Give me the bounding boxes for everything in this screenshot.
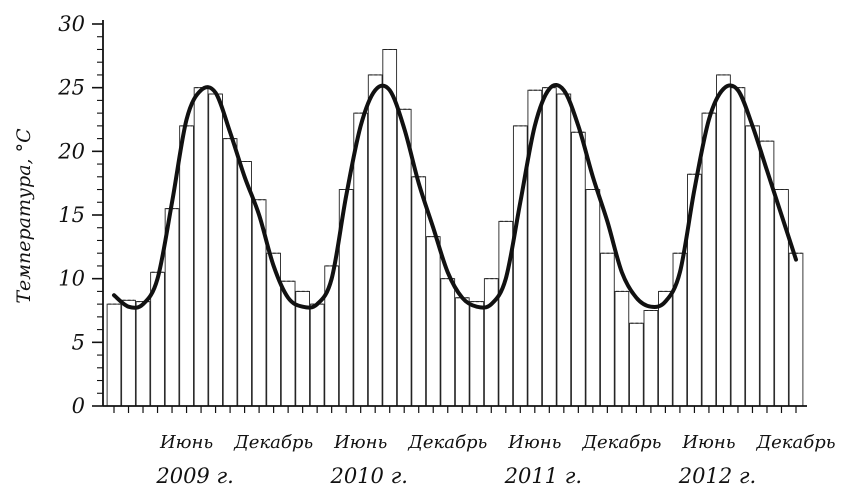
- bar: [541, 87, 557, 407]
- bar: [527, 89, 543, 407]
- bar: [730, 87, 746, 407]
- year-label: 2009 г.: [155, 464, 233, 488]
- axes-group: [92, 20, 807, 413]
- y-tick-label: 15: [58, 203, 85, 227]
- year-label: 2010 г.: [329, 464, 407, 488]
- bar: [425, 236, 441, 407]
- y-tick-label: 25: [57, 76, 85, 100]
- bar: [571, 131, 586, 407]
- bar: [237, 161, 252, 407]
- bar: [106, 303, 122, 407]
- x-tick-label: Июнь: [333, 432, 387, 453]
- x-tick-label: Июнь: [507, 432, 561, 453]
- axis-labels-group: 0 5 10 15 20 25 30 Июнь Декабрь Июнь Декабрь Июнь Де…: [57, 12, 835, 488]
- bar: [135, 301, 151, 407]
- bar: [469, 301, 485, 407]
- bar: [193, 87, 209, 407]
- bar: [658, 290, 673, 407]
- bar: [629, 322, 644, 407]
- x-tick-label: Июнь: [159, 432, 213, 453]
- bar: [309, 303, 325, 407]
- bar: [556, 93, 572, 407]
- x-tick-label: Декабрь: [755, 432, 835, 453]
- bar: [701, 112, 717, 407]
- y-tick-label: 5: [72, 330, 85, 354]
- y-axis-label: Температура, °С: [13, 128, 35, 304]
- bars-group: [106, 48, 804, 407]
- bar: [774, 189, 789, 407]
- y-tick-label: 30: [58, 12, 85, 36]
- bar: [745, 125, 760, 407]
- bar: [440, 278, 456, 407]
- bar: [324, 265, 340, 407]
- bar: [367, 74, 383, 407]
- x-tick-label: Декабрь: [233, 432, 313, 453]
- x-tick-label: Декабрь: [581, 432, 661, 453]
- x-tick-label: Июнь: [681, 432, 735, 453]
- bar: [788, 252, 804, 407]
- y-tick-label: 20: [57, 139, 85, 163]
- trend-line-group: [112, 83, 798, 310]
- y-tick-label: 0: [72, 394, 85, 418]
- y-tick-label: 10: [58, 267, 85, 291]
- year-label: 2011 г.: [504, 464, 582, 488]
- bar: [600, 252, 615, 407]
- bar: [222, 138, 238, 407]
- bar: [208, 93, 223, 407]
- bar: [179, 125, 194, 407]
- year-label: 2012 г.: [678, 464, 756, 488]
- trend-line: [112, 83, 798, 310]
- bar: [614, 290, 630, 407]
- x-tick-label: Декабрь: [407, 432, 487, 453]
- bar: [121, 299, 136, 407]
- bar: [585, 189, 601, 407]
- bar: [643, 310, 659, 407]
- bar: [353, 112, 369, 407]
- bar: [454, 297, 470, 407]
- bar: [411, 176, 427, 407]
- bar: [716, 74, 731, 407]
